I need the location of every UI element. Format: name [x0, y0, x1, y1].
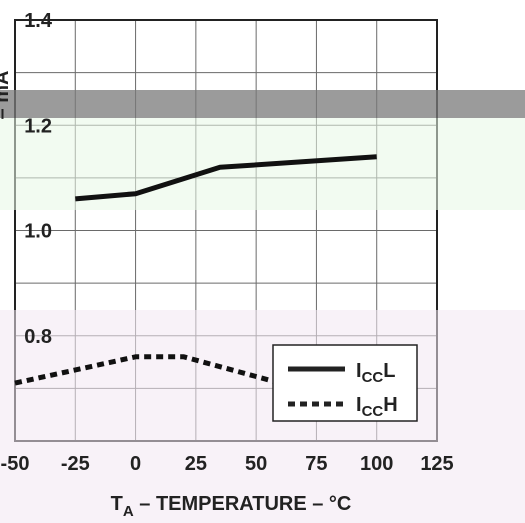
legend: ICCL ICCH: [272, 344, 418, 422]
x-tick-label: 125: [420, 453, 453, 475]
x-title-sub: A: [123, 503, 134, 520]
y-tick-label: 1.2: [24, 115, 52, 137]
legend-label-icch: ICCH: [356, 394, 398, 420]
x-axis-title: TA – TEMPERATURE – °C: [111, 493, 352, 520]
legend-label-iccl: ICCL: [356, 360, 395, 386]
legend-icch-suffix: H: [383, 394, 397, 416]
x-tick-label: 25: [185, 453, 207, 475]
legend-iccl-sub: CC: [362, 369, 384, 386]
y-tick-label: 0.8: [24, 326, 52, 348]
x-tick-label: 100: [360, 453, 393, 475]
series-line-iccl: [75, 154, 377, 202]
y-axis-title: – mA: [0, 71, 13, 120]
legend-icch-main: I: [356, 394, 362, 416]
y-tick-label: 1.0: [24, 221, 52, 243]
x-title-main: T: [111, 493, 123, 515]
x-tick-label: 75: [305, 453, 327, 475]
y-tick-labels: 1.4 1.2 1.0 0.8: [24, 10, 53, 348]
legend-box: [272, 344, 418, 422]
x-tick-labels: -50 -25 0 25 50 75 100 125: [1, 453, 454, 475]
series-layer: [14, 154, 378, 412]
scan-artifact-bands: [0, 90, 525, 523]
x-tick-label: 50: [245, 453, 267, 475]
x-tick-label: -25: [61, 453, 90, 475]
series-line-icch: [14, 354, 378, 412]
legend-iccl-suffix: L: [383, 360, 395, 382]
pink-band: [0, 310, 525, 523]
x-tick-label: -50: [1, 453, 30, 475]
x-tick-label: 0: [130, 453, 141, 475]
dark-band: [0, 90, 525, 118]
x-title-rest: – TEMPERATURE – °C: [134, 493, 352, 515]
legend-iccl-main: I: [356, 360, 362, 382]
y-tick-label: 1.4: [24, 10, 53, 32]
legend-icch-sub: CC: [362, 403, 384, 420]
